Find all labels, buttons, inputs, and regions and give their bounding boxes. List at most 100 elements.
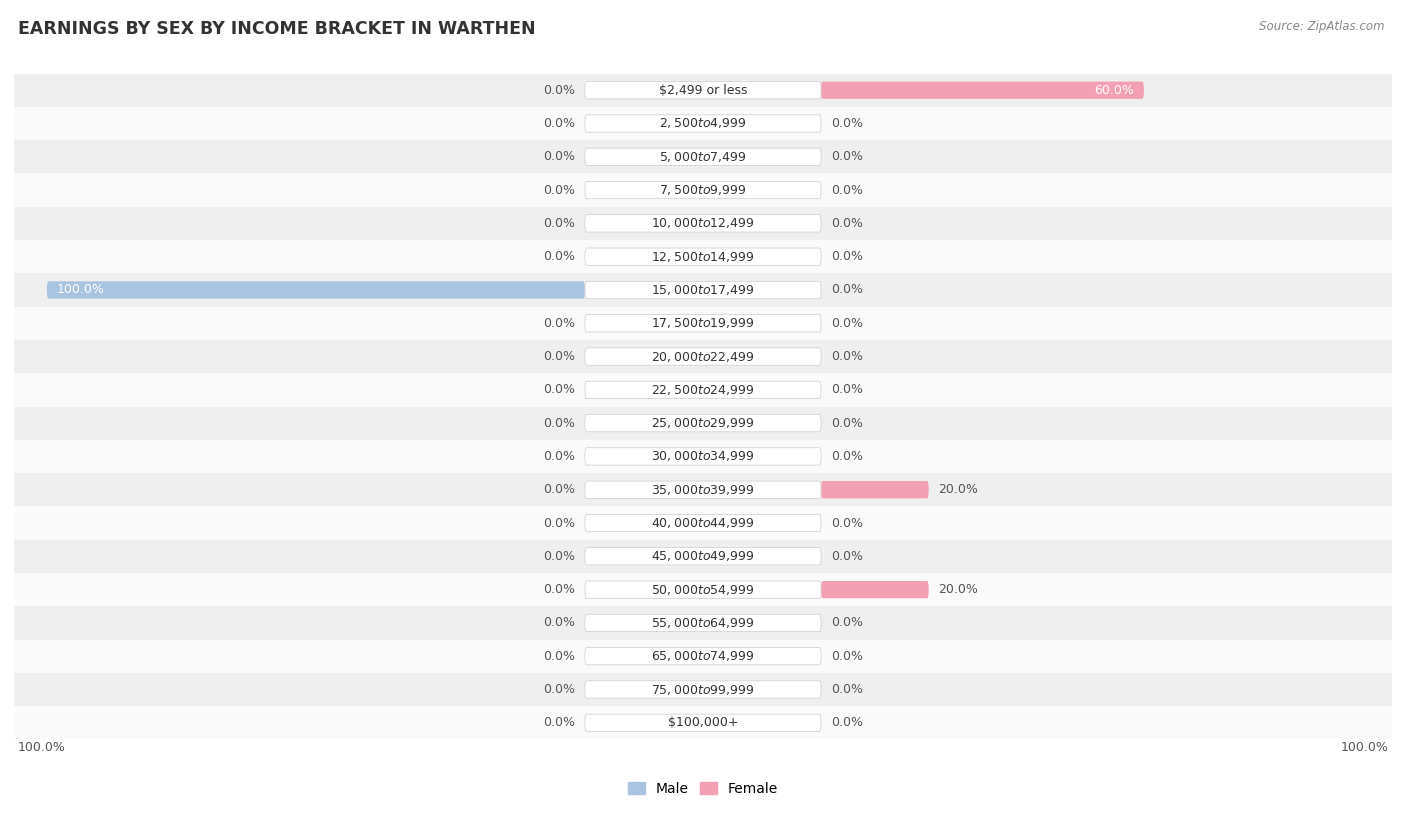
- Text: 20.0%: 20.0%: [939, 483, 979, 496]
- Text: 0.0%: 0.0%: [543, 184, 575, 197]
- Text: 0.0%: 0.0%: [831, 284, 863, 297]
- FancyBboxPatch shape: [585, 115, 821, 133]
- FancyBboxPatch shape: [585, 481, 821, 498]
- Text: $10,000 to $12,499: $10,000 to $12,499: [651, 216, 755, 230]
- FancyBboxPatch shape: [585, 515, 821, 532]
- Text: $45,000 to $49,999: $45,000 to $49,999: [651, 550, 755, 563]
- Bar: [14, 706, 1392, 740]
- Bar: [14, 73, 1392, 107]
- FancyBboxPatch shape: [46, 281, 585, 298]
- Text: $30,000 to $34,999: $30,000 to $34,999: [651, 450, 755, 463]
- Text: $2,500 to $4,999: $2,500 to $4,999: [659, 116, 747, 131]
- Text: 0.0%: 0.0%: [543, 250, 575, 263]
- Text: 0.0%: 0.0%: [543, 583, 575, 596]
- Text: 20.0%: 20.0%: [939, 583, 979, 596]
- Bar: [14, 473, 1392, 506]
- Bar: [14, 373, 1392, 406]
- Text: 0.0%: 0.0%: [543, 450, 575, 463]
- FancyBboxPatch shape: [585, 680, 821, 698]
- Bar: [14, 140, 1392, 173]
- Text: $12,500 to $14,999: $12,500 to $14,999: [651, 250, 755, 263]
- Text: 100.0%: 100.0%: [17, 741, 65, 754]
- FancyBboxPatch shape: [585, 81, 821, 99]
- Text: 0.0%: 0.0%: [543, 516, 575, 529]
- Text: 0.0%: 0.0%: [831, 516, 863, 529]
- FancyBboxPatch shape: [585, 215, 821, 232]
- Text: 0.0%: 0.0%: [831, 250, 863, 263]
- Text: $75,000 to $99,999: $75,000 to $99,999: [651, 682, 755, 697]
- Text: 100.0%: 100.0%: [56, 284, 104, 297]
- Text: EARNINGS BY SEX BY INCOME BRACKET IN WARTHEN: EARNINGS BY SEX BY INCOME BRACKET IN WAR…: [18, 20, 536, 38]
- Text: $55,000 to $64,999: $55,000 to $64,999: [651, 616, 755, 630]
- Text: $15,000 to $17,499: $15,000 to $17,499: [651, 283, 755, 297]
- FancyBboxPatch shape: [585, 348, 821, 365]
- Bar: [14, 573, 1392, 606]
- Text: 0.0%: 0.0%: [831, 350, 863, 363]
- FancyBboxPatch shape: [585, 181, 821, 198]
- Text: $5,000 to $7,499: $5,000 to $7,499: [659, 150, 747, 163]
- Text: $65,000 to $74,999: $65,000 to $74,999: [651, 650, 755, 663]
- Text: 0.0%: 0.0%: [831, 650, 863, 663]
- Bar: [14, 640, 1392, 673]
- FancyBboxPatch shape: [585, 148, 821, 166]
- FancyBboxPatch shape: [585, 381, 821, 398]
- Text: $22,500 to $24,999: $22,500 to $24,999: [651, 383, 755, 397]
- Bar: [14, 240, 1392, 273]
- Text: 0.0%: 0.0%: [831, 416, 863, 429]
- Legend: Male, Female: Male, Female: [623, 776, 783, 802]
- Text: 0.0%: 0.0%: [543, 350, 575, 363]
- FancyBboxPatch shape: [585, 615, 821, 632]
- FancyBboxPatch shape: [585, 714, 821, 732]
- Text: 0.0%: 0.0%: [543, 416, 575, 429]
- Text: 0.0%: 0.0%: [831, 217, 863, 230]
- Text: $100,000+: $100,000+: [668, 716, 738, 729]
- Bar: [14, 107, 1392, 140]
- Text: $20,000 to $22,499: $20,000 to $22,499: [651, 350, 755, 363]
- Text: 0.0%: 0.0%: [831, 716, 863, 729]
- Text: 0.0%: 0.0%: [543, 550, 575, 563]
- Text: $2,499 or less: $2,499 or less: [659, 84, 747, 97]
- FancyBboxPatch shape: [821, 581, 929, 598]
- FancyBboxPatch shape: [585, 315, 821, 332]
- Text: 0.0%: 0.0%: [543, 683, 575, 696]
- Text: 0.0%: 0.0%: [831, 683, 863, 696]
- Text: 0.0%: 0.0%: [543, 117, 575, 130]
- Text: 0.0%: 0.0%: [831, 184, 863, 197]
- Bar: [14, 207, 1392, 240]
- Bar: [14, 307, 1392, 340]
- FancyBboxPatch shape: [821, 81, 1144, 99]
- Text: 0.0%: 0.0%: [543, 616, 575, 629]
- Text: 0.0%: 0.0%: [543, 84, 575, 97]
- Text: 100.0%: 100.0%: [1341, 741, 1389, 754]
- Bar: [14, 440, 1392, 473]
- Text: 0.0%: 0.0%: [543, 650, 575, 663]
- Text: 60.0%: 60.0%: [1094, 84, 1135, 97]
- Text: $35,000 to $39,999: $35,000 to $39,999: [651, 483, 755, 497]
- Text: 0.0%: 0.0%: [831, 616, 863, 629]
- Text: $25,000 to $29,999: $25,000 to $29,999: [651, 416, 755, 430]
- Bar: [14, 540, 1392, 573]
- Text: 0.0%: 0.0%: [543, 217, 575, 230]
- Text: $17,500 to $19,999: $17,500 to $19,999: [651, 316, 755, 330]
- Text: $50,000 to $54,999: $50,000 to $54,999: [651, 583, 755, 597]
- Text: 0.0%: 0.0%: [831, 117, 863, 130]
- FancyBboxPatch shape: [821, 481, 929, 498]
- Text: 0.0%: 0.0%: [831, 150, 863, 163]
- Bar: [14, 340, 1392, 373]
- Text: 0.0%: 0.0%: [831, 450, 863, 463]
- FancyBboxPatch shape: [585, 581, 821, 598]
- Text: 0.0%: 0.0%: [543, 384, 575, 397]
- FancyBboxPatch shape: [585, 647, 821, 665]
- FancyBboxPatch shape: [585, 548, 821, 565]
- Text: $7,500 to $9,999: $7,500 to $9,999: [659, 183, 747, 197]
- Bar: [14, 273, 1392, 307]
- FancyBboxPatch shape: [585, 448, 821, 465]
- Text: 0.0%: 0.0%: [543, 716, 575, 729]
- Text: $40,000 to $44,999: $40,000 to $44,999: [651, 516, 755, 530]
- Bar: [14, 173, 1392, 207]
- Bar: [14, 673, 1392, 706]
- Text: 0.0%: 0.0%: [543, 150, 575, 163]
- Bar: [14, 506, 1392, 540]
- Text: 0.0%: 0.0%: [831, 384, 863, 397]
- Text: Source: ZipAtlas.com: Source: ZipAtlas.com: [1260, 20, 1385, 33]
